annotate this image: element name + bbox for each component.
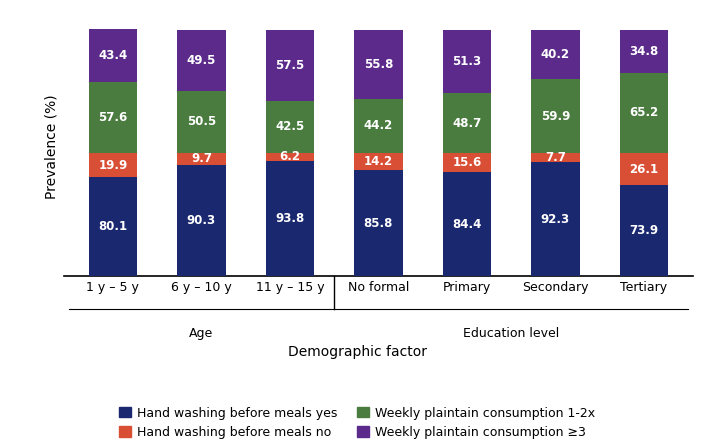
Text: 9.7: 9.7	[191, 153, 212, 166]
Bar	[89, 82, 137, 153]
Text: 59.9: 59.9	[540, 109, 570, 123]
Text: 93.8: 93.8	[276, 212, 305, 225]
Text: 26.1: 26.1	[629, 162, 658, 175]
Text: 50.5: 50.5	[187, 115, 216, 129]
Bar	[177, 165, 226, 276]
Text: 80.1: 80.1	[99, 220, 128, 233]
Bar	[266, 153, 314, 161]
Bar	[354, 170, 403, 276]
Y-axis label: Prevalence (%): Prevalence (%)	[45, 94, 59, 199]
Bar	[443, 153, 491, 172]
Bar	[89, 29, 137, 82]
Bar	[177, 91, 226, 153]
Text: Demographic factor: Demographic factor	[288, 345, 426, 359]
Text: 40.2: 40.2	[540, 48, 570, 61]
Bar	[266, 161, 314, 276]
Bar	[443, 172, 491, 276]
Text: 43.4: 43.4	[99, 49, 128, 62]
Text: 55.8: 55.8	[363, 58, 393, 71]
Bar	[443, 30, 491, 93]
Bar	[354, 99, 403, 153]
Text: 73.9: 73.9	[629, 224, 658, 237]
Bar	[531, 162, 580, 276]
Bar	[89, 153, 137, 178]
Bar	[266, 30, 314, 101]
Bar	[354, 153, 403, 170]
Bar	[177, 153, 226, 165]
Text: 85.8: 85.8	[363, 217, 393, 230]
Text: 42.5: 42.5	[276, 121, 305, 134]
Bar	[620, 73, 668, 153]
Bar	[266, 101, 314, 153]
Text: 57.6: 57.6	[99, 111, 128, 124]
Text: 19.9: 19.9	[99, 159, 128, 172]
Bar	[620, 185, 668, 276]
Text: 90.3: 90.3	[187, 214, 216, 227]
Text: 34.8: 34.8	[629, 45, 658, 58]
Bar	[531, 153, 580, 162]
Text: 15.6: 15.6	[452, 156, 481, 169]
Text: 92.3: 92.3	[540, 213, 570, 226]
Text: Education level: Education level	[463, 327, 559, 340]
Text: 49.5: 49.5	[187, 54, 216, 67]
Text: Age: Age	[189, 327, 213, 340]
Text: 48.7: 48.7	[452, 117, 481, 129]
Text: 6.2: 6.2	[279, 150, 301, 163]
Text: 7.7: 7.7	[545, 151, 566, 164]
Bar	[531, 79, 580, 153]
Bar	[531, 30, 580, 79]
Bar	[620, 30, 668, 73]
Bar	[620, 153, 668, 185]
Bar	[89, 178, 137, 276]
Text: 51.3: 51.3	[453, 55, 481, 68]
Text: 84.4: 84.4	[452, 218, 482, 231]
Bar	[443, 93, 491, 153]
Text: 14.2: 14.2	[364, 155, 393, 168]
Bar	[177, 30, 226, 91]
Text: 57.5: 57.5	[276, 59, 305, 72]
Text: 44.2: 44.2	[364, 119, 393, 132]
Text: 65.2: 65.2	[629, 106, 658, 119]
Legend: Hand washing before meals yes, Hand washing before meals no, Weekly plaintain co: Hand washing before meals yes, Hand wash…	[119, 406, 595, 439]
Bar	[354, 30, 403, 99]
